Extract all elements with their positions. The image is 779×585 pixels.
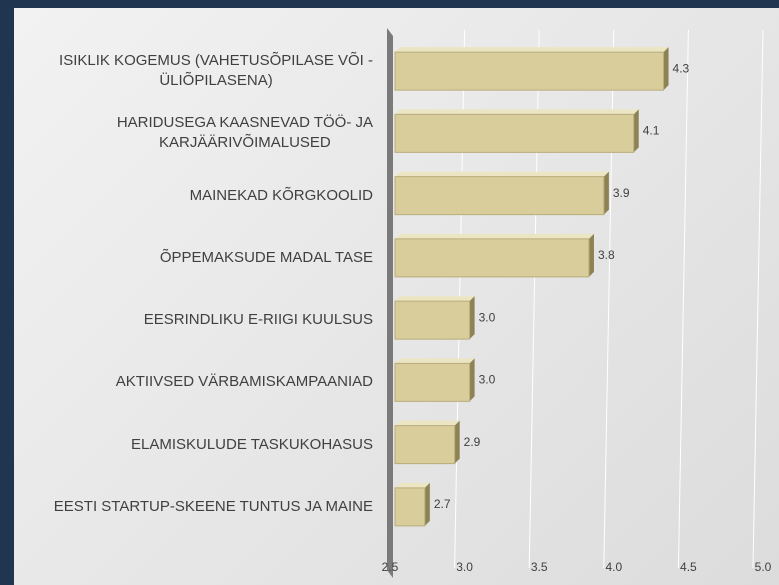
bar-top bbox=[395, 358, 475, 364]
axis-wall bbox=[387, 28, 393, 578]
bar-side bbox=[633, 109, 639, 153]
y-tick-label-box: ISIKLIK KOGEMUS (VAHETUSÕPILASE VÕI - ÜL… bbox=[0, 51, 373, 91]
bar-top bbox=[395, 420, 460, 426]
x-tick-label: 3.0 bbox=[456, 560, 473, 574]
y-tick-label: MAINEKAD KÕRGKOOLID bbox=[189, 186, 373, 204]
y-tick-label-box: MAINEKAD KÕRGKOOLID bbox=[0, 186, 373, 206]
bar bbox=[394, 176, 605, 216]
bar bbox=[394, 487, 426, 527]
bar-top bbox=[395, 482, 430, 488]
bar-side bbox=[469, 296, 475, 340]
x-tick-label: 5.0 bbox=[755, 560, 772, 574]
bar-top bbox=[395, 109, 639, 115]
value-label: 3.9 bbox=[613, 186, 630, 200]
bar bbox=[394, 425, 456, 465]
bar-side bbox=[603, 171, 609, 215]
bar-side bbox=[588, 233, 594, 277]
y-tick-label-box: EESRINDLIKU E-RIIGI KUULSUS bbox=[0, 310, 373, 330]
bar bbox=[394, 362, 471, 402]
grid-line bbox=[677, 29, 689, 569]
grid-line bbox=[752, 29, 764, 569]
x-tick-label: 2.5 bbox=[382, 560, 399, 574]
x-tick-label: 3.5 bbox=[531, 560, 548, 574]
bar-top bbox=[395, 296, 475, 302]
value-label: 3.8 bbox=[598, 248, 615, 262]
bar bbox=[394, 300, 471, 340]
x-tick-label: 4.0 bbox=[605, 560, 622, 574]
y-tick-label: EESTI STARTUP-SKEENE TUNTUS JA MAINE bbox=[53, 497, 373, 515]
bar-side bbox=[469, 358, 475, 402]
value-label: 2.9 bbox=[464, 435, 481, 449]
y-tick-label: ÕPPEMAKSUDE MADAL TASE bbox=[159, 248, 373, 266]
value-label: 3.0 bbox=[479, 373, 496, 387]
value-label: 4.1 bbox=[643, 124, 660, 138]
y-tick-label-box: ÕPPEMAKSUDE MADAL TASE bbox=[0, 248, 373, 268]
y-tick-label-box: AKTIIVSED VÄRBAMISKAMPAANIAD bbox=[0, 372, 373, 392]
y-tick-label: ISIKLIK KOGEMUS (VAHETUSÕPILASE VÕI - ÜL… bbox=[59, 52, 373, 90]
y-tick-label-box: EESTI STARTUP-SKEENE TUNTUS JA MAINE bbox=[0, 497, 373, 517]
bar bbox=[394, 51, 665, 91]
y-tick-label: EESRINDLIKU E-RIIGI KUULSUS bbox=[143, 311, 373, 329]
bar-top bbox=[395, 47, 669, 53]
y-tick-label: HARIDUSEGA KAASNEVAD TÖÖ- JA KARJÄÄRIVÕI… bbox=[116, 114, 373, 152]
value-label: 4.3 bbox=[673, 61, 690, 75]
y-tick-label: AKTIIVSED VÄRBAMISKAMPAANIAD bbox=[115, 373, 373, 391]
bar bbox=[394, 238, 590, 278]
y-tick-label-box: HARIDUSEGA KAASNEVAD TÖÖ- JA KARJÄÄRIVÕI… bbox=[0, 113, 373, 153]
y-tick-label-box: ELAMISKULUDE TASKUKOHASUS bbox=[0, 435, 373, 455]
x-tick-label: 4.5 bbox=[680, 560, 697, 574]
bar-top bbox=[395, 171, 609, 177]
value-label: 3.0 bbox=[479, 310, 496, 324]
bar-side bbox=[663, 47, 669, 91]
bar-top bbox=[395, 233, 594, 239]
y-tick-label: ELAMISKULUDE TASKUKOHASUS bbox=[130, 435, 373, 453]
bar-side bbox=[454, 420, 460, 464]
bar-side bbox=[424, 482, 430, 526]
value-label: 2.7 bbox=[434, 497, 451, 511]
bar bbox=[394, 113, 635, 153]
